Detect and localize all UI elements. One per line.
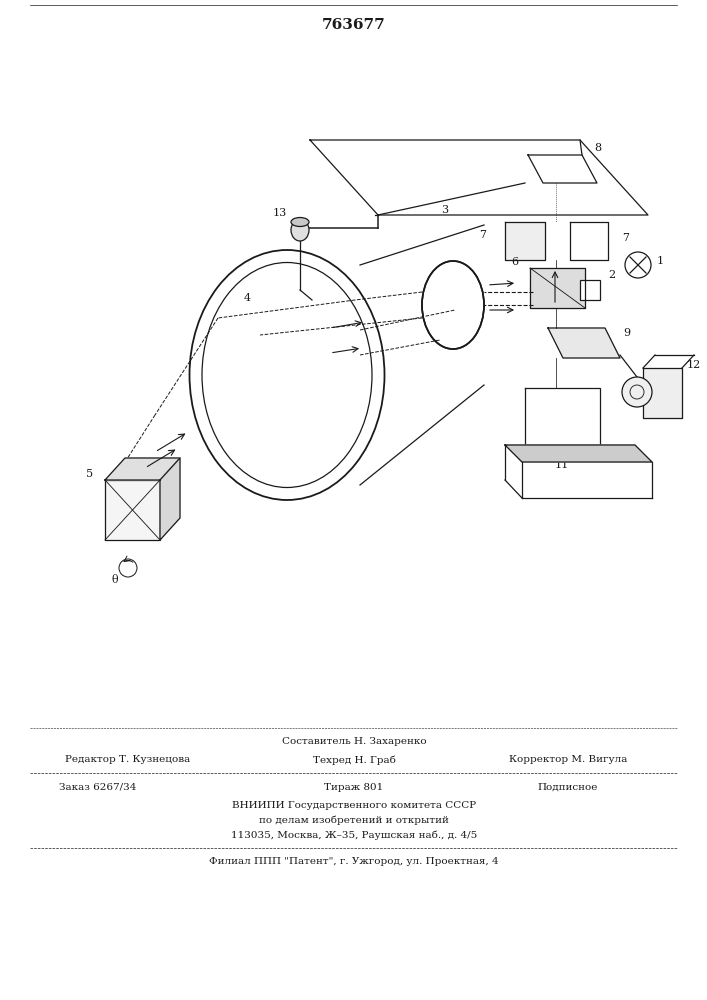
Ellipse shape: [291, 219, 309, 241]
Polygon shape: [548, 328, 620, 358]
Text: 113035, Москва, Ж–35, Раушская наб., д. 4/5: 113035, Москва, Ж–35, Раушская наб., д. …: [231, 830, 477, 840]
Polygon shape: [505, 222, 545, 260]
Text: 3: 3: [441, 205, 448, 215]
Bar: [580, 280, 600, 300]
Ellipse shape: [291, 218, 309, 227]
Text: 2: 2: [609, 270, 616, 280]
Ellipse shape: [423, 262, 483, 348]
Text: 6: 6: [511, 257, 518, 267]
Text: 4: 4: [243, 293, 250, 303]
Polygon shape: [105, 458, 180, 480]
Text: Подписное: Подписное: [538, 782, 598, 792]
Text: 5: 5: [86, 469, 93, 479]
Text: 13: 13: [273, 208, 287, 218]
Text: θ: θ: [112, 575, 118, 585]
Text: 1: 1: [656, 256, 664, 266]
Text: 8: 8: [595, 143, 602, 153]
Polygon shape: [528, 155, 597, 183]
Polygon shape: [530, 268, 585, 308]
Text: Составитель Н. Захаренко: Составитель Н. Захаренко: [281, 738, 426, 746]
Text: Корректор М. Вигула: Корректор М. Вигула: [509, 756, 627, 764]
Polygon shape: [505, 445, 652, 462]
Text: по делам изобретений и открытий: по делам изобретений и открытий: [259, 815, 449, 825]
Text: Техред Н. Граб: Техред Н. Граб: [312, 755, 395, 765]
Polygon shape: [570, 222, 608, 260]
Polygon shape: [525, 388, 600, 445]
Text: 9: 9: [624, 328, 631, 338]
Polygon shape: [160, 458, 180, 540]
Text: 7: 7: [622, 233, 629, 243]
Text: Филиал ППП "Патент", г. Ужгород, ул. Проектная, 4: Филиал ППП "Патент", г. Ужгород, ул. Про…: [209, 857, 499, 866]
Text: 11: 11: [555, 460, 569, 470]
Ellipse shape: [189, 250, 385, 500]
Text: Заказ 6267/34: Заказ 6267/34: [59, 782, 136, 792]
Polygon shape: [643, 368, 682, 418]
Text: 7: 7: [479, 230, 486, 240]
Text: ВНИИПИ Государственного комитета СССР: ВНИИПИ Государственного комитета СССР: [232, 800, 476, 810]
Text: 12: 12: [687, 360, 701, 370]
Polygon shape: [105, 480, 160, 540]
Text: Тираж 801: Тираж 801: [325, 782, 384, 792]
Text: 10: 10: [650, 377, 664, 387]
Circle shape: [622, 377, 652, 407]
Text: Редактор Т. Кузнецова: Редактор Т. Кузнецова: [65, 756, 191, 764]
Text: 763677: 763677: [322, 18, 386, 32]
